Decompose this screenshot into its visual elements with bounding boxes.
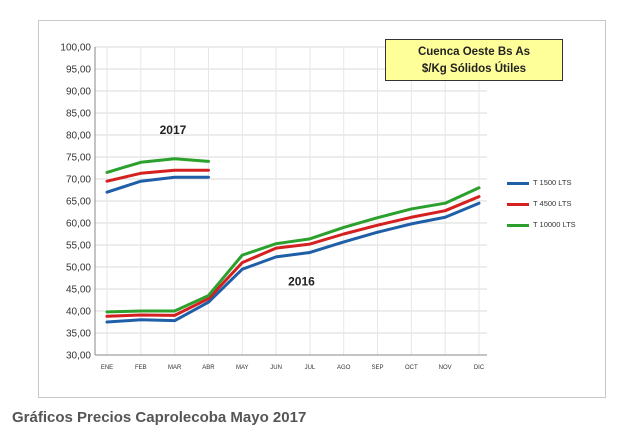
series-line-0-2016 xyxy=(105,201,481,324)
chart-title-line-1: Cuenca Oeste Bs As xyxy=(417,46,531,58)
annotation-2017: 2017 xyxy=(160,123,187,137)
data-point xyxy=(342,233,345,235)
legend-swatch xyxy=(507,223,529,227)
series-line-1-2017 xyxy=(105,168,210,183)
legend-swatch xyxy=(507,181,529,185)
data-point xyxy=(140,314,142,316)
data-point xyxy=(309,251,311,254)
series-line-2-2017 xyxy=(105,157,210,174)
data-point xyxy=(106,315,108,318)
data-point xyxy=(173,169,176,171)
legend-item-t4500: T 4500 LTS xyxy=(507,199,572,208)
data-point xyxy=(241,268,244,270)
data-point xyxy=(275,242,277,245)
data-point xyxy=(207,301,210,304)
data-point xyxy=(444,209,446,212)
data-point xyxy=(241,261,244,264)
y-tick-label: 40,00 xyxy=(66,307,91,318)
data-point xyxy=(207,294,210,297)
data-point xyxy=(140,319,142,321)
legend-item-t10000: T 10000 LTS xyxy=(507,220,576,229)
data-point xyxy=(342,226,345,229)
x-tick-label: DIC xyxy=(474,365,485,371)
y-tick-label: 100,00 xyxy=(60,43,91,54)
data-point xyxy=(106,191,108,193)
data-point xyxy=(275,256,277,258)
data-point xyxy=(342,241,345,243)
data-point xyxy=(207,160,210,163)
legend-label: T 1500 LTS xyxy=(533,178,572,187)
chart-title-box: Cuenca Oeste Bs As $/Kg Sólidos Útiles xyxy=(385,39,563,81)
y-tick-label: 55,00 xyxy=(66,241,91,252)
y-tick-label: 80,00 xyxy=(66,131,91,142)
data-point xyxy=(140,161,142,164)
data-point xyxy=(478,187,480,189)
x-tick-label: SEP xyxy=(372,365,384,371)
data-point xyxy=(173,157,176,160)
data-point xyxy=(207,169,210,171)
data-point xyxy=(376,231,379,234)
data-point xyxy=(140,310,142,312)
x-tick-label: ENE xyxy=(101,365,113,371)
series-line-0-2017 xyxy=(105,175,210,194)
legend-label: T 10000 LTS xyxy=(533,220,576,229)
data-point xyxy=(241,254,244,256)
data-point xyxy=(444,202,446,204)
legend-item-t1500: T 1500 LTS xyxy=(507,178,572,187)
data-point xyxy=(309,238,311,240)
data-point xyxy=(410,208,413,210)
data-point xyxy=(410,223,413,225)
y-tick-label: 50,00 xyxy=(66,263,91,274)
x-tick-label: JUL xyxy=(305,365,316,371)
data-point xyxy=(140,180,142,182)
data-point xyxy=(173,310,176,312)
line-chart: 30,00 35,00 40,00 45,00 50,00 55,00 60,00 65,00… xyxy=(60,43,487,371)
data-point xyxy=(106,311,108,313)
legend-swatch xyxy=(507,202,529,206)
y-tick-label: 85,00 xyxy=(66,109,91,120)
x-tick-label: JUN xyxy=(270,365,282,371)
data-point xyxy=(410,216,413,219)
data-point xyxy=(173,319,176,322)
y-tick-label: 60,00 xyxy=(66,219,91,230)
data-point xyxy=(309,243,311,245)
y-tick-label: 45,00 xyxy=(66,285,91,296)
legend-label: T 4500 LTS xyxy=(533,199,572,208)
series-line-1-2016 xyxy=(105,195,481,318)
y-tick-label: 35,00 xyxy=(66,329,91,340)
data-point xyxy=(376,224,379,226)
data-point xyxy=(207,297,210,300)
data-point xyxy=(106,321,108,323)
y-tick-label: 95,00 xyxy=(66,65,91,76)
chart-frame: 30,00 35,00 40,00 45,00 50,00 55,00 60,00 65,00… xyxy=(38,20,606,398)
data-point xyxy=(478,195,480,198)
y-tick-label: 65,00 xyxy=(66,197,91,208)
x-tick-label: MAY xyxy=(236,365,249,371)
annotation-2016: 2016 xyxy=(288,274,315,288)
data-point xyxy=(173,314,176,317)
x-tick-label: ABR xyxy=(202,365,215,371)
y-tick-label: 30,00 xyxy=(66,351,91,362)
chart-title-line-2: $/Kg Sólidos Útiles xyxy=(421,63,527,75)
data-point xyxy=(444,216,446,219)
data-point xyxy=(106,171,108,174)
y-tick-label: 70,00 xyxy=(66,175,91,186)
data-point xyxy=(376,216,379,219)
data-point xyxy=(140,172,142,175)
y-tick-label: 90,00 xyxy=(66,87,91,98)
x-tick-label: MAR xyxy=(168,365,182,371)
data-point xyxy=(106,180,108,182)
data-point xyxy=(275,247,277,249)
data-point xyxy=(173,176,176,179)
data-point xyxy=(207,176,210,179)
series-line-2-2016 xyxy=(105,186,481,314)
page-caption: Gráficos Precios Caprolecoba Mayo 2017 xyxy=(12,409,307,426)
x-tick-label: OCT xyxy=(405,365,418,371)
x-tick-label: AGO xyxy=(337,365,351,371)
x-tick-label: FEB xyxy=(135,365,147,371)
x-tick-label: NOV xyxy=(439,365,452,371)
y-tick-label: 75,00 xyxy=(66,153,91,164)
data-point xyxy=(478,202,480,204)
